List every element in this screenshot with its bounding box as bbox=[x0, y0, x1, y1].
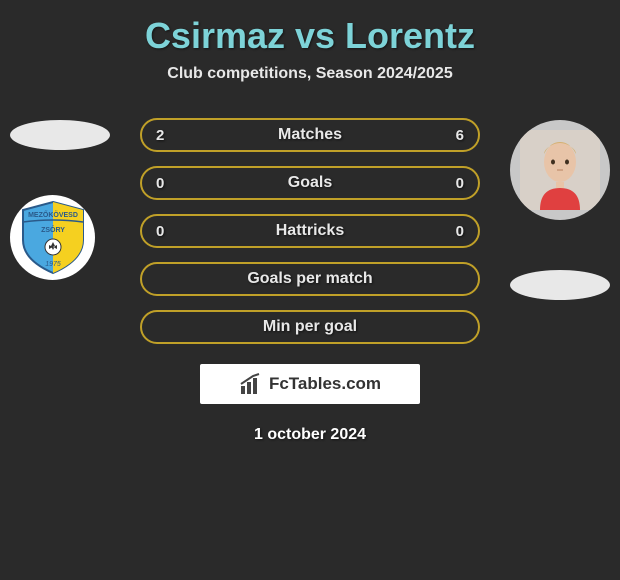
stat-row-goals-per-match: Goals per match bbox=[140, 262, 480, 296]
svg-text:ZSÓRY: ZSÓRY bbox=[41, 225, 65, 234]
left-player-column: MEZŐKÖVESD ZSÓRY 1975 bbox=[10, 120, 110, 280]
stat-label: Hattricks bbox=[276, 222, 344, 240]
left-player-placeholder bbox=[10, 120, 110, 150]
left-club-badge: MEZŐKÖVESD ZSÓRY 1975 bbox=[10, 195, 95, 280]
subtitle: Club competitions, Season 2024/2025 bbox=[0, 65, 620, 83]
stat-label: Goals bbox=[288, 174, 332, 192]
stat-row-goals: 0 Goals 0 bbox=[140, 166, 480, 200]
watermark-text: FcTables.com bbox=[269, 374, 381, 394]
avatar-icon bbox=[520, 130, 600, 210]
stat-right-value: 6 bbox=[456, 127, 464, 144]
stats-list: 2 Matches 6 0 Goals 0 0 Hattricks 0 Goal… bbox=[140, 118, 480, 344]
date-text: 1 october 2024 bbox=[0, 426, 620, 444]
page-title: Csirmaz vs Lorentz bbox=[0, 15, 620, 57]
right-player-photo bbox=[510, 120, 610, 220]
stat-left-value: 2 bbox=[156, 127, 164, 144]
svg-text:MEZŐKÖVESD: MEZŐKÖVESD bbox=[28, 210, 78, 219]
right-club-placeholder bbox=[510, 270, 610, 300]
shield-icon: MEZŐKÖVESD ZSÓRY 1975 bbox=[18, 200, 88, 275]
stat-label: Matches bbox=[278, 126, 342, 144]
stat-label: Min per goal bbox=[263, 318, 357, 336]
stat-label: Goals per match bbox=[247, 270, 372, 288]
stat-row-matches: 2 Matches 6 bbox=[140, 118, 480, 152]
comparison-card: Csirmaz vs Lorentz Club competitions, Se… bbox=[0, 0, 620, 454]
stat-right-value: 0 bbox=[456, 175, 464, 192]
stat-right-value: 0 bbox=[456, 223, 464, 240]
stat-row-hattricks: 0 Hattricks 0 bbox=[140, 214, 480, 248]
stat-left-value: 0 bbox=[156, 175, 164, 192]
stat-left-value: 0 bbox=[156, 223, 164, 240]
right-player-column bbox=[510, 120, 610, 300]
bar-chart-icon bbox=[239, 372, 263, 396]
svg-text:1975: 1975 bbox=[45, 261, 61, 268]
watermark: FcTables.com bbox=[200, 364, 420, 404]
stat-row-min-per-goal: Min per goal bbox=[140, 310, 480, 344]
